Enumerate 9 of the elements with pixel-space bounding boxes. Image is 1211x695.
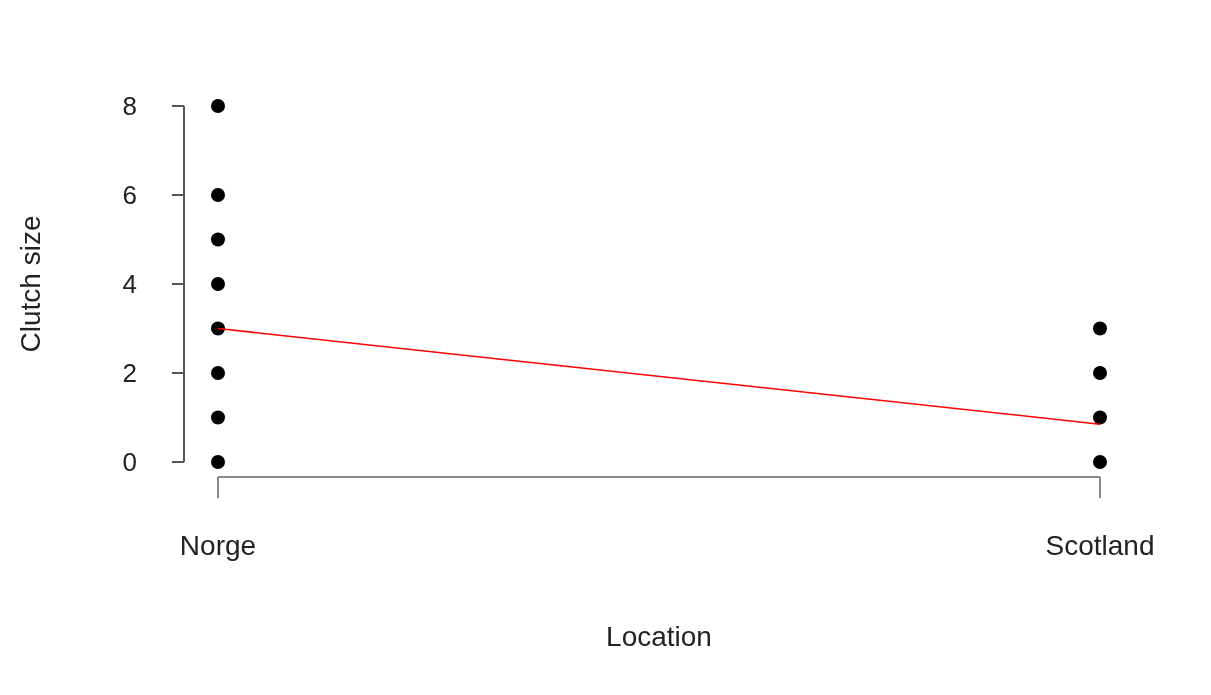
y-tick-label: 4 xyxy=(122,269,137,300)
x-axis-title: Location xyxy=(606,621,712,652)
y-tick-label: 2 xyxy=(122,358,137,389)
y-axis-title: Clutch size xyxy=(15,215,46,353)
x-tick-label: Scotland xyxy=(1045,530,1155,561)
y-tick-label: 8 xyxy=(122,91,137,122)
y-tick-label: 0 xyxy=(122,447,137,478)
y-tick-label: 6 xyxy=(122,180,137,211)
x-tick-label: Norge xyxy=(179,530,257,561)
